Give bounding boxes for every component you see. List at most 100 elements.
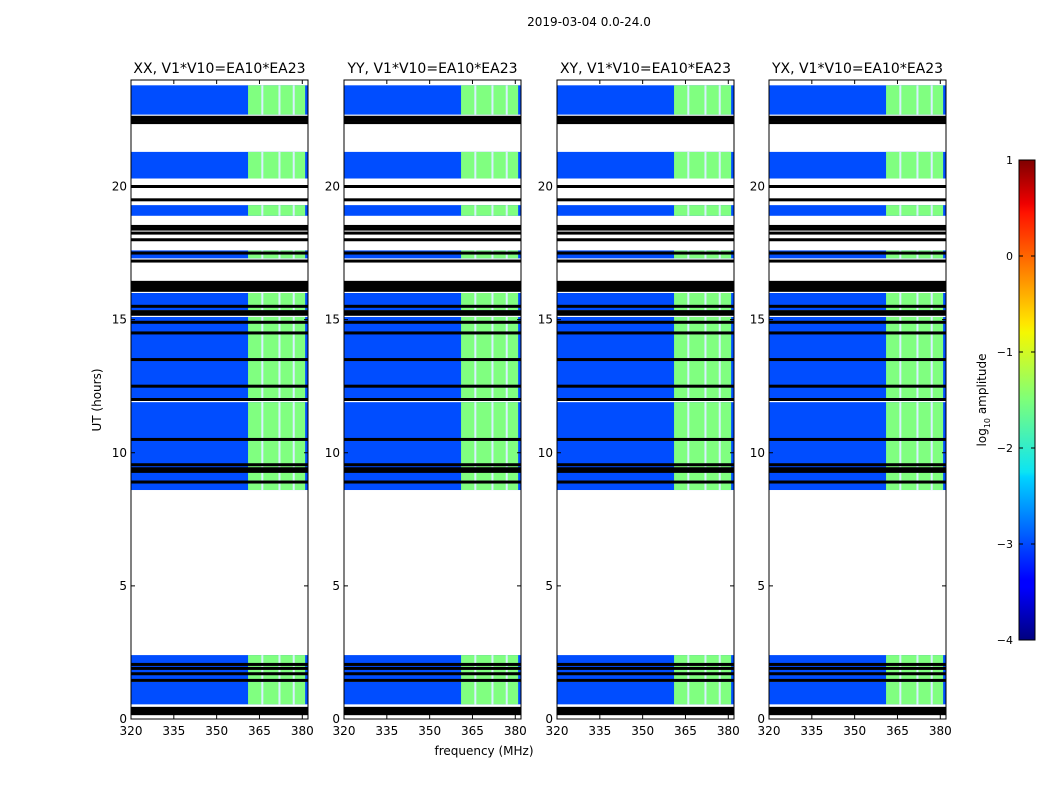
axes-frame xyxy=(130,79,309,720)
flag-stripe xyxy=(131,712,308,716)
y-tick-label: 20 xyxy=(750,180,765,194)
flag-stripe xyxy=(557,480,734,484)
rfi-band xyxy=(674,151,732,179)
flag-stripe xyxy=(557,706,734,710)
y-tick-label: 20 xyxy=(112,180,127,194)
rfi-channel-gap xyxy=(687,205,690,216)
colorbar: 10−1−2−3−4 log10 amplitude xyxy=(975,154,1036,647)
rfi-channel-gap xyxy=(261,293,264,311)
flag-stripe xyxy=(557,384,734,388)
flag-stripe xyxy=(131,304,308,308)
rfi-channel-gap xyxy=(930,85,933,115)
rfi-band xyxy=(248,205,306,216)
rfi-channel-gap xyxy=(278,205,281,216)
flag-stripe xyxy=(131,672,308,676)
rfi-channel-gap xyxy=(916,293,919,311)
flag-stripe xyxy=(769,118,946,122)
data-segment xyxy=(557,205,734,216)
flag-stripe xyxy=(557,251,734,255)
x-tick-label: 380 xyxy=(717,724,740,738)
rfi-channel-gap xyxy=(491,205,494,216)
flag-stripe xyxy=(344,666,521,670)
rfi-channel-gap xyxy=(491,85,494,115)
y-tick-label: 10 xyxy=(750,446,765,460)
y-tick-label: 15 xyxy=(750,313,765,327)
rfi-band xyxy=(248,85,306,115)
y-tick-label: 15 xyxy=(112,313,127,327)
flag-stripe xyxy=(557,185,734,188)
flag-stripe xyxy=(557,463,734,467)
rfi-channel-gap xyxy=(474,151,477,179)
flag-stripe xyxy=(769,320,946,324)
rfi-channel-gap xyxy=(278,293,281,311)
flag-stripe xyxy=(344,469,521,473)
panel-title: XY, V1*V10=EA10*EA23 xyxy=(560,61,731,77)
rfi-channel-gap xyxy=(930,205,933,216)
rfi-channel-gap xyxy=(687,681,690,705)
flag-stripe xyxy=(131,437,308,441)
axes-frame xyxy=(768,79,947,720)
x-tick-label: 335 xyxy=(375,724,398,738)
flag-stripe xyxy=(769,280,946,284)
flag-stripe xyxy=(769,231,946,235)
rfi-band xyxy=(248,681,306,705)
flag-stripe xyxy=(131,310,308,314)
flag-stripe xyxy=(557,666,734,670)
flag-stripe xyxy=(344,358,521,362)
rfi-channel-gap xyxy=(718,85,721,115)
flag-stripe xyxy=(769,288,946,292)
flag-stripe xyxy=(769,286,946,290)
rfi-channel-gap xyxy=(916,402,919,491)
panel-xy: XY, V1*V10=EA10*EA23 320 335 350 365 380 0 5 10 1… xyxy=(538,61,740,738)
rfi-channel-gap xyxy=(292,151,295,179)
colorbar-label-rest: amplitude xyxy=(975,354,989,418)
rfi-channel-gap xyxy=(292,402,295,491)
flag-stripe xyxy=(557,662,734,666)
flag-stripe xyxy=(769,185,946,188)
x-tick-label: 380 xyxy=(504,724,527,738)
flag-stripe xyxy=(557,709,734,713)
colorbar-tick-label: −4 xyxy=(997,634,1013,647)
rfi-channel-gap xyxy=(505,293,508,311)
flag-stripe xyxy=(131,469,308,473)
flag-stripe xyxy=(131,467,308,471)
rfi-channel-gap xyxy=(474,293,477,311)
flag-stripe xyxy=(131,480,308,484)
flag-stripe xyxy=(557,467,734,471)
y-axis-label: UT (hours) xyxy=(90,368,104,431)
rfi-channel-gap xyxy=(261,85,264,115)
rfi-channel-gap xyxy=(292,85,295,115)
flag-stripe xyxy=(131,286,308,290)
x-tick-label: 350 xyxy=(418,724,441,738)
flag-stripe xyxy=(557,358,734,362)
rfi-band xyxy=(674,205,732,216)
flag-stripe xyxy=(344,286,521,290)
flag-stripe xyxy=(769,662,946,666)
flag-stripe xyxy=(769,312,946,316)
flag-stripe xyxy=(344,115,521,119)
rfi-channel-gap xyxy=(491,681,494,705)
flag-stripe xyxy=(769,463,946,467)
flag-stripe xyxy=(557,398,734,401)
flag-stripe xyxy=(769,666,946,670)
flag-stripe xyxy=(131,384,308,388)
rfi-channel-gap xyxy=(704,293,707,311)
flag-stripe xyxy=(557,259,734,263)
colorbar-label-base: log xyxy=(975,428,989,446)
rfi-channel-gap xyxy=(292,205,295,216)
flag-stripe xyxy=(344,678,521,682)
flag-stripe xyxy=(131,185,308,188)
rfi-band xyxy=(461,681,519,705)
flag-stripe xyxy=(557,320,734,324)
flag-stripe xyxy=(131,678,308,682)
x-tick-label: 335 xyxy=(588,724,611,738)
flag-stripe xyxy=(769,467,946,471)
flag-stripe xyxy=(557,469,734,473)
flag-stripe xyxy=(131,463,308,467)
y-tick-label: 15 xyxy=(325,313,340,327)
flag-stripe xyxy=(344,251,521,255)
flag-stripe xyxy=(557,310,734,314)
rfi-channel-gap xyxy=(916,681,919,705)
y-tick-label: 0 xyxy=(545,712,553,726)
flag-stripe xyxy=(769,480,946,484)
